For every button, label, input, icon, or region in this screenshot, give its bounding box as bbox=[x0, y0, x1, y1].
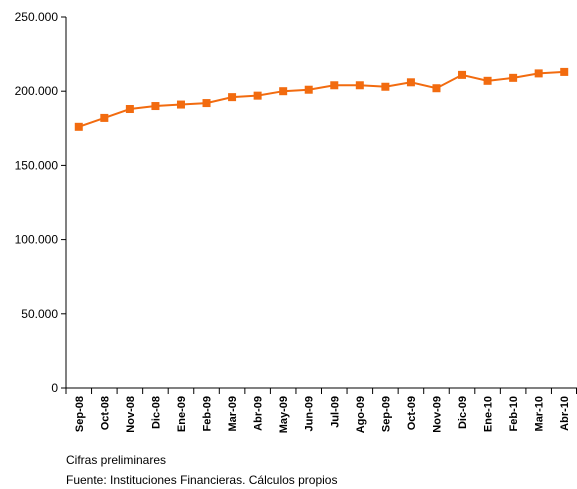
x-tick-label: Nov-08 bbox=[125, 396, 137, 433]
series-line bbox=[78, 70, 565, 128]
x-tick-label: Dic-08 bbox=[150, 396, 162, 429]
y-axis: 0 50.000 100.000 150.000 200.000 250.000 bbox=[15, 10, 67, 395]
y-tick-label: 200.000 bbox=[15, 84, 59, 98]
x-tick-label: Abr-10 bbox=[559, 396, 571, 431]
preliminary-note: Cifras preliminares bbox=[66, 453, 167, 467]
x-tick-label: Dic-09 bbox=[457, 396, 469, 429]
y-tick-label: 0 bbox=[51, 381, 58, 395]
x-tick-label: May-09 bbox=[278, 396, 290, 433]
source-note: Fuente: Instituciones Financieras. Cálcu… bbox=[66, 473, 338, 487]
data-point bbox=[176, 100, 185, 109]
x-tick-label: Jun-09 bbox=[304, 396, 316, 431]
data-point bbox=[202, 99, 211, 108]
x-tick-label: Nov-09 bbox=[431, 396, 443, 433]
data-point bbox=[74, 122, 83, 131]
x-tick-label: Mar-09 bbox=[227, 396, 239, 431]
data-point bbox=[458, 70, 467, 79]
data-point bbox=[228, 93, 237, 102]
data-point bbox=[534, 69, 543, 78]
x-tick-label: Feb-10 bbox=[508, 396, 520, 431]
x-tick-label: Sep-09 bbox=[380, 396, 392, 432]
x-tick-label: Sep-08 bbox=[74, 396, 86, 432]
data-point bbox=[483, 76, 492, 85]
data-point bbox=[304, 85, 313, 94]
data-point bbox=[253, 91, 262, 100]
x-tick-label: Ene-09 bbox=[176, 396, 188, 432]
data-point bbox=[432, 84, 441, 93]
y-tick-label: 250.000 bbox=[15, 10, 59, 24]
data-point bbox=[151, 102, 160, 111]
x-tick-label: Ene-10 bbox=[483, 396, 495, 432]
series bbox=[74, 67, 569, 131]
data-point bbox=[279, 87, 288, 96]
y-tick-label: 50.000 bbox=[21, 307, 58, 321]
y-tick-label: 150.000 bbox=[15, 158, 59, 172]
data-point bbox=[560, 67, 569, 76]
x-tick-label: Oct-08 bbox=[99, 396, 111, 430]
data-point bbox=[381, 82, 390, 91]
data-point bbox=[330, 81, 339, 90]
x-tick-label: Abr-09 bbox=[253, 396, 265, 431]
x-tick-label: Ago-09 bbox=[355, 396, 367, 433]
data-point bbox=[125, 105, 134, 114]
x-axis: Sep-08 Oct-08 Nov-08 Dic-08 Ene-09 Feb-09 Mar-… bbox=[65, 387, 577, 433]
data-point bbox=[509, 73, 518, 82]
x-tick-label: Feb-09 bbox=[202, 396, 214, 431]
x-tick-label: Mar-10 bbox=[534, 396, 546, 431]
x-tick-label: Oct-09 bbox=[406, 396, 418, 430]
y-tick-label: 100.000 bbox=[15, 233, 59, 247]
data-point bbox=[100, 113, 109, 122]
data-point bbox=[406, 78, 415, 87]
x-tick-label: Jul-09 bbox=[329, 396, 341, 428]
data-point bbox=[355, 81, 364, 90]
